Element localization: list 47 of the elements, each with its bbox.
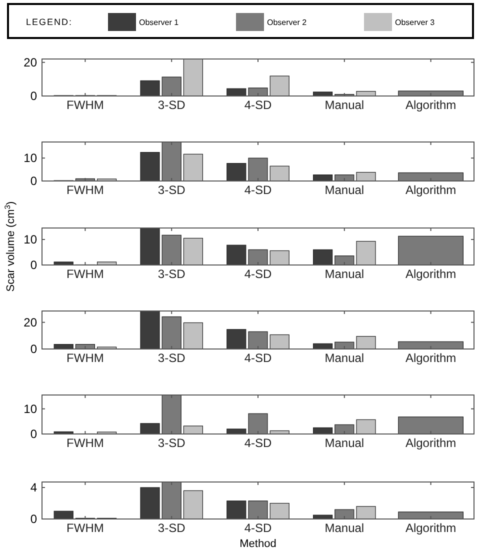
x-tick-label: 4-SD — [244, 183, 272, 197]
y-tick-label: 0 — [30, 89, 38, 103]
x-tick-label: Algorithm — [405, 98, 456, 112]
y-tick-label: 20 — [24, 55, 38, 70]
x-tick-label: FWHM — [66, 351, 104, 365]
x-tick-label: Manual — [324, 267, 364, 281]
x-tick-label: 3-SD — [158, 183, 186, 197]
x-tick-label: 3-SD — [158, 98, 186, 112]
x-tick-label: Algorithm — [405, 436, 456, 450]
x-tick-label: Manual — [324, 183, 364, 197]
x-tick-label: 4-SD — [244, 98, 272, 112]
x-tick-label: 4-SD — [244, 351, 272, 365]
x-axis-title: Method — [240, 538, 276, 550]
x-tick-label: Manual — [324, 521, 364, 535]
y-tick-label: 10 — [24, 402, 38, 416]
y-tick-label: 0 — [30, 258, 38, 272]
x-tick-label: FWHM — [66, 521, 104, 535]
y-tick-label: 0 — [30, 342, 38, 356]
x-tick-label: 4-SD — [244, 436, 272, 450]
x-tick-label: 3-SD — [158, 521, 186, 535]
y-tick-label: 0 — [30, 174, 38, 188]
x-tick-label: FWHM — [66, 267, 104, 281]
x-tick-label: 3-SD — [158, 351, 186, 365]
x-tick-label: Manual — [324, 98, 364, 112]
x-tick-label: FWHM — [66, 183, 104, 197]
y-tick-label: 10 — [24, 232, 38, 246]
y-tick-label: 0 — [30, 512, 38, 526]
x-tick-label: 3-SD — [158, 436, 186, 450]
y-tick-label: 4 — [30, 480, 38, 495]
x-tick-label: Manual — [324, 351, 364, 365]
x-tick-label: Algorithm — [405, 267, 456, 281]
y-tick-label: 20 — [24, 315, 38, 330]
legend-title: LEGEND: — [26, 17, 73, 27]
x-tick-label: FWHM — [66, 98, 104, 112]
x-tick-label: Algorithm — [405, 351, 456, 365]
x-tick-label: Algorithm — [405, 521, 456, 535]
x-tick-label: FWHM — [66, 436, 104, 450]
y-tick-label: 10 — [24, 151, 38, 166]
x-tick-label: Manual — [324, 436, 364, 450]
y-tick-label: 0 — [30, 427, 38, 441]
legend-label: Observer 3 — [395, 18, 436, 27]
x-tick-label: 4-SD — [244, 521, 272, 535]
x-tick-label: 4-SD — [244, 267, 272, 281]
legend-label: Observer 1 — [139, 18, 180, 27]
x-tick-label: Algorithm — [405, 183, 456, 197]
x-tick-label: 3-SD — [158, 267, 186, 281]
legend-label: Observer 2 — [267, 18, 308, 27]
